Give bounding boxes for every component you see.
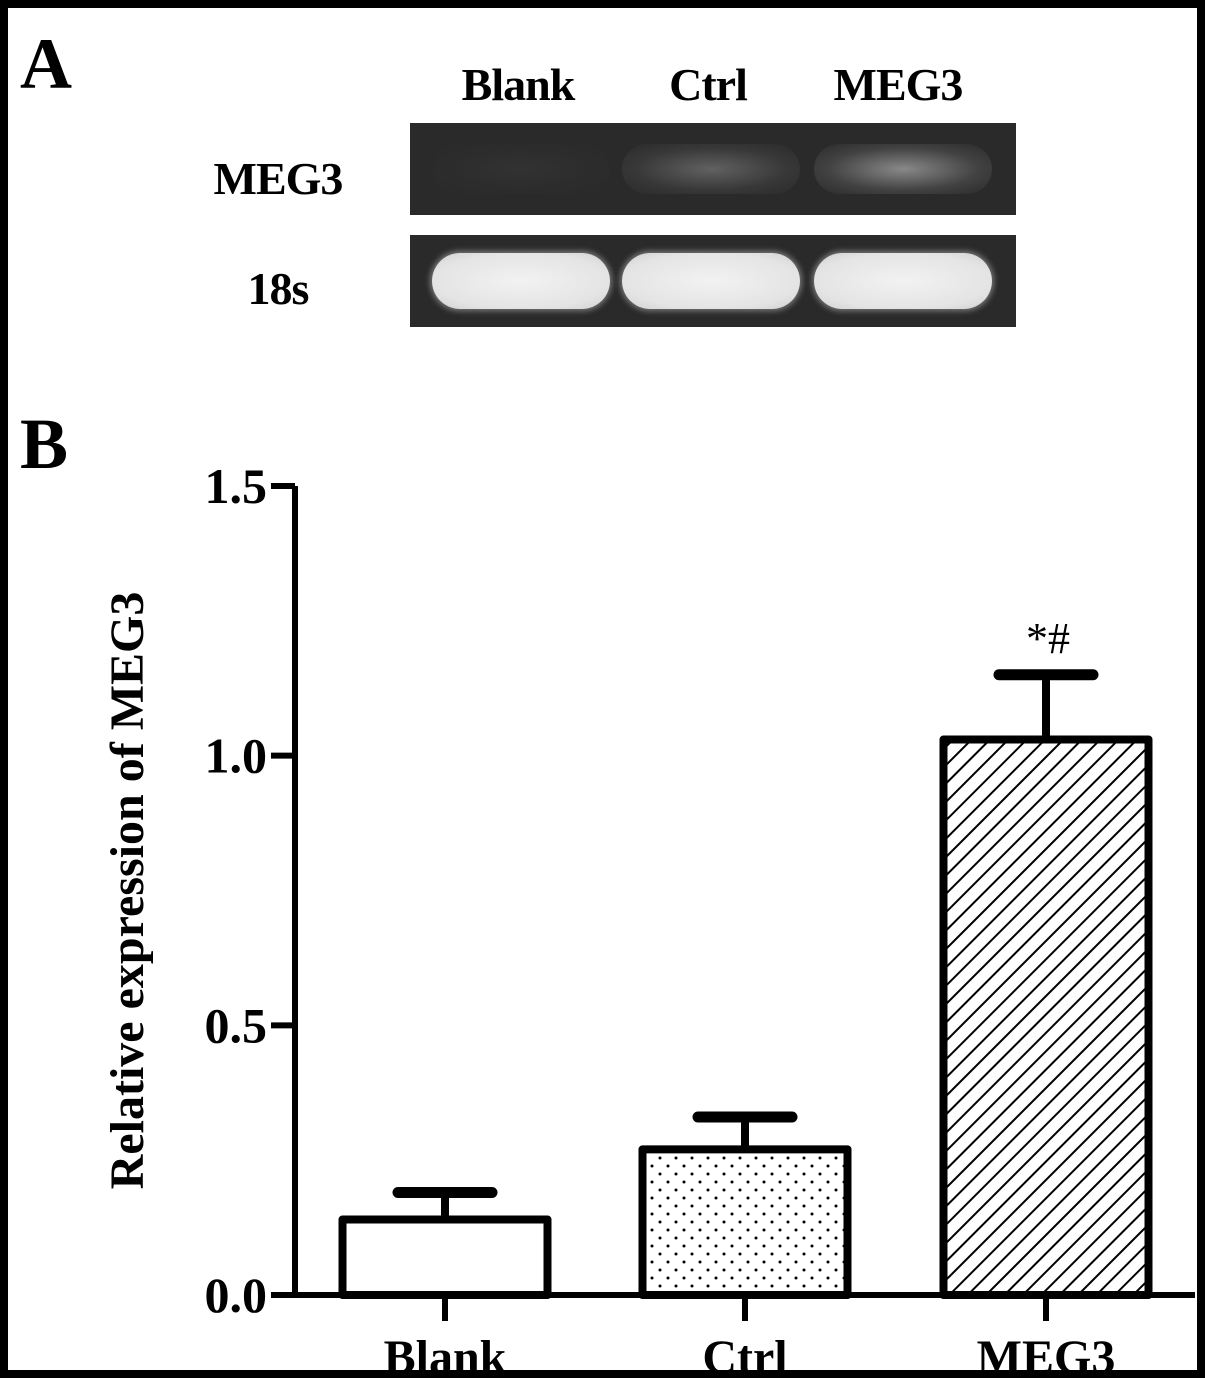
bar-ctrl [638, 1145, 852, 1299]
gel-lane-label-blank: Blank [461, 59, 576, 110]
y-tick-label: 0.5 [205, 997, 268, 1053]
significance-annotation-meg3: *# [1026, 614, 1070, 663]
gel-band-meg3-ctrl [622, 144, 800, 194]
x-tick-label-meg3: MEG3 [977, 1331, 1116, 1378]
panel-b-letter: B [20, 404, 69, 484]
gel-strip-18s [410, 235, 1016, 327]
gel-row-label-meg3: MEG3 [213, 153, 344, 204]
x-tick-label-blank: Blank [384, 1331, 507, 1378]
panel-a-letter: A [20, 24, 72, 104]
gel-lane-label-ctrl: Ctrl [669, 59, 748, 110]
y-tick-label: 0.0 [205, 1267, 268, 1323]
gel-row-label-18s: 18s [247, 263, 310, 314]
gel-band-18s-meg3 [814, 253, 992, 309]
gel-band-18s-blank [432, 253, 610, 309]
gel-band-meg3-blank [432, 144, 610, 194]
bar-meg3 [939, 735, 1153, 1299]
bar-blank [338, 1215, 552, 1300]
y-tick-label: 1.5 [205, 458, 268, 514]
y-tick-label: 1.0 [205, 728, 268, 784]
bar-chart: 0.0 0.5 1.0 1.5 Relative expression of MEG3 B… [101, 458, 1195, 1378]
gel-lane-label-meg3: MEG3 [833, 59, 964, 110]
y-axis-title: Relative expression of MEG3 [101, 592, 154, 1190]
gel-band-meg3-meg3 [814, 144, 992, 194]
x-tick-label-ctrl: Ctrl [702, 1331, 787, 1378]
gel-band-18s-ctrl [622, 253, 800, 309]
gel-strip-meg3 [410, 123, 1016, 215]
